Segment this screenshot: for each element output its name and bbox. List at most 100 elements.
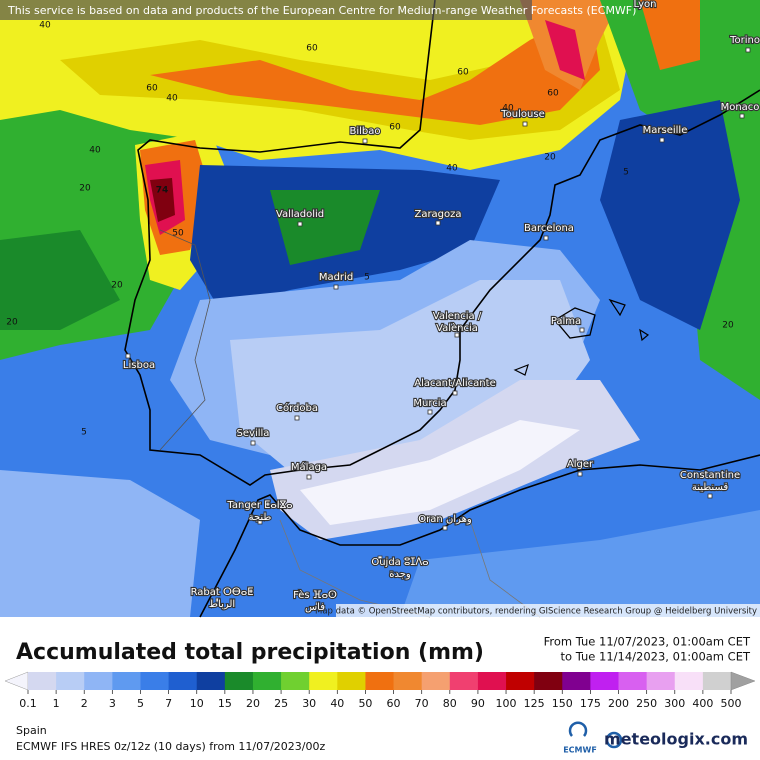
contour-label: 40 <box>39 21 51 31</box>
colorbar-box <box>477 672 507 690</box>
contour-label: 5 <box>364 273 370 283</box>
city-marker <box>442 525 448 531</box>
city-marker <box>297 221 303 227</box>
colorbar-tick-label: 60 <box>387 697 401 710</box>
precip-area <box>150 10 600 125</box>
coastline <box>199 454 760 618</box>
colorbar-tick-label: 2 <box>81 697 88 710</box>
ecmwf-label: ECMWF <box>563 746 597 755</box>
city-marker <box>707 493 713 499</box>
city-marker <box>739 113 745 119</box>
precip-area <box>640 0 700 70</box>
city-marker <box>454 332 460 338</box>
contour-label: 60 <box>457 68 469 78</box>
precip-area <box>0 470 200 617</box>
city-label: Oran وهران <box>418 514 472 525</box>
colorbar-box <box>28 672 57 690</box>
colorbar-tick-label: 7 <box>165 697 172 710</box>
colorbar-tick-label: 30 <box>302 697 316 710</box>
precip-area <box>150 178 175 222</box>
colorbar-box <box>224 672 254 690</box>
city-marker <box>333 284 339 290</box>
city-label: قسنطينة <box>692 482 729 493</box>
colorbar-arrow <box>4 671 29 691</box>
city-label: Valladolid <box>276 209 324 220</box>
region: Spain <box>16 724 47 737</box>
colorbar-tick-label: 300 <box>664 697 685 710</box>
colorbar-tick-label: 150 <box>552 697 573 710</box>
contour-label: 20 <box>79 184 91 194</box>
city-marker <box>315 601 321 607</box>
coastline <box>124 0 760 486</box>
city-label: Oujda ⵓⵊⴷⴰ <box>371 557 428 568</box>
precip-area <box>0 230 120 330</box>
colorbar-box <box>646 672 676 690</box>
colorbar-box <box>168 672 198 690</box>
colorbar-box <box>674 672 704 690</box>
city-label: Fès ⴼⴰⵙ <box>293 589 337 601</box>
banner-bg <box>0 0 532 20</box>
contour-label: 60 <box>306 44 318 54</box>
city-label: València <box>436 322 478 334</box>
coastline <box>513 298 650 376</box>
legend-title: Accumulated total precipitation (mm) <box>16 640 484 665</box>
colorbar-box <box>449 672 479 690</box>
city-label: Madrid <box>319 272 353 283</box>
city-label: فاس <box>305 602 325 613</box>
city-label: طنجة <box>249 512 272 523</box>
colorbar-tick-label: 5 <box>137 697 144 710</box>
brand-logo <box>605 731 623 749</box>
city-marker <box>362 138 368 144</box>
contour-label: 74 <box>156 186 169 196</box>
city-label: الرباط <box>209 599 235 610</box>
city-label: Palma <box>551 316 581 327</box>
colorbar-box <box>365 672 394 690</box>
city-marker <box>543 235 549 241</box>
attribution-bg <box>336 604 760 617</box>
city-label: Tanger ⵟⴰⵏⴵⴰ <box>226 500 292 511</box>
city-label: Barcelona <box>524 223 574 234</box>
contour-label: 60 <box>547 89 559 99</box>
city-label: Toulouse <box>500 109 544 120</box>
colorbar-box <box>618 672 648 690</box>
city-label: وجدة <box>389 569 411 580</box>
colorbar-box <box>196 672 226 690</box>
city-label: Lisboa <box>123 360 155 371</box>
colorbar-tick-label: 10 <box>190 697 204 710</box>
contour-label: 5 <box>81 428 87 438</box>
precip-area <box>270 190 380 265</box>
city-marker <box>659 137 665 143</box>
city-marker <box>435 220 441 226</box>
period-to: to Tue 11/14/2023, 01:00am CET <box>561 650 751 664</box>
colorbar-tick-label: 25 <box>274 697 288 710</box>
colorbar: 0.1 1 2 3 5 7 10 15 20 25 30 40 50 60 70 80 90 100 125 150 1… <box>4 671 756 710</box>
contour-label: 20 <box>722 321 734 331</box>
city-label: Alger <box>567 459 594 470</box>
city-marker <box>522 121 528 127</box>
precip-area <box>300 420 580 525</box>
map: This service is based on data and produc… <box>0 0 760 618</box>
colorbar-box <box>84 672 113 690</box>
city-label: Zaragoza <box>414 209 461 220</box>
colorbar-tick-label: 80 <box>443 697 457 710</box>
precip-area <box>545 20 585 80</box>
colorbar-box <box>393 672 423 690</box>
city-marker <box>427 409 433 415</box>
colorbar-tick-label: 250 <box>636 697 657 710</box>
colorbar-box <box>309 672 338 690</box>
colorbar-box <box>56 672 85 690</box>
colorbar-tick-label: 15 <box>218 697 232 710</box>
colorbar-tick-label: 1 <box>53 697 60 710</box>
contour-label: 40 <box>166 94 178 104</box>
colorbar-tick-label: 500 <box>721 697 742 710</box>
precip-area <box>600 100 740 330</box>
city-marker <box>250 440 256 446</box>
contour-label: 5 <box>623 168 629 178</box>
contour-label: 40 <box>446 164 458 174</box>
city-label: Sevilla <box>237 428 270 439</box>
period-from: From Tue 11/07/2023, 01:00am CET <box>544 635 751 649</box>
colorbar-tick-label: 40 <box>330 697 344 710</box>
banner: This service is based on data and produc… <box>7 4 636 17</box>
attribution: Map data © OpenStreetMap contributors, r… <box>315 607 757 617</box>
